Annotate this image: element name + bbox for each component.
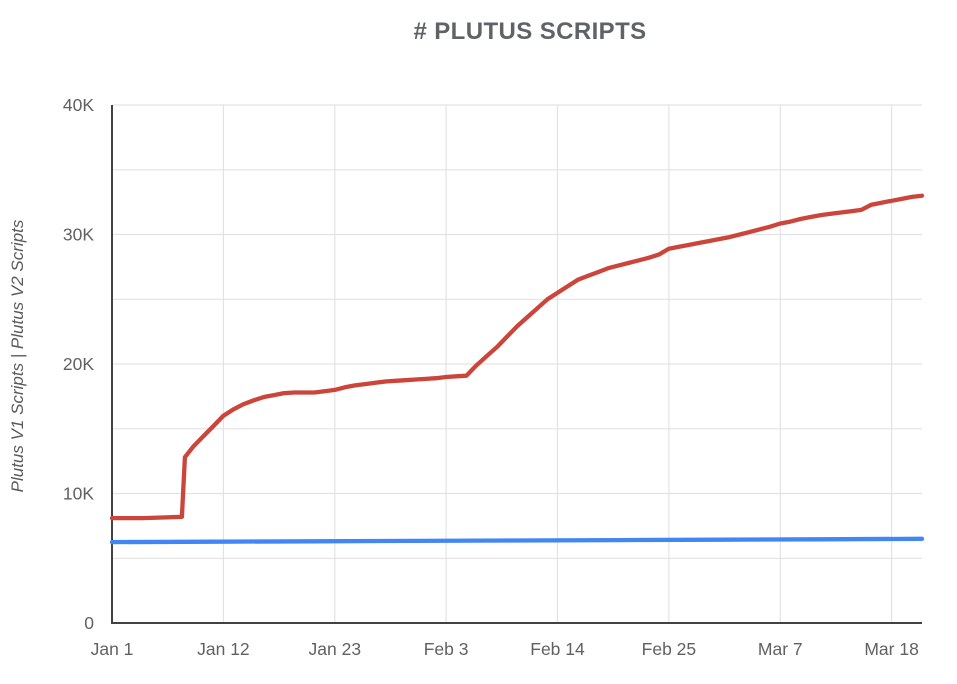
x-tick-label: Jan 1 — [91, 639, 134, 659]
y-tick-label: 20K — [63, 354, 94, 374]
x-tick-label: Feb 3 — [424, 639, 469, 659]
gridlines — [112, 104, 922, 623]
x-tick-label: Jan 12 — [197, 639, 250, 659]
tick-labels: 0 10K 20K 30K 40K Jan 1 Jan 12 Jan 23 Feb 3 Feb 1… — [63, 95, 919, 659]
x-tick-label: Mar 18 — [864, 639, 918, 659]
y-tick-label: 30K — [63, 225, 94, 245]
x-tick-label: Feb 14 — [530, 639, 585, 659]
x-tick-label: Mar 7 — [758, 639, 803, 659]
x-tick-label: Jan 23 — [309, 639, 362, 659]
series-line-plutus-v2[interactable] — [109, 536, 925, 545]
y-tick-label: 10K — [63, 484, 94, 504]
y-tick-label: 0 — [84, 613, 94, 633]
x-tick-label: Feb 25 — [642, 639, 696, 659]
axes — [111, 105, 922, 624]
series-lines — [109, 193, 925, 545]
chart-title: # PLUTUS SCRIPTS — [413, 18, 646, 45]
y-tick-label: 40K — [63, 95, 94, 115]
series-line-plutus-v1[interactable] — [109, 193, 925, 521]
y-axis-title: Plutus V1 Scripts | Plutus V2 Scripts — [8, 219, 27, 492]
